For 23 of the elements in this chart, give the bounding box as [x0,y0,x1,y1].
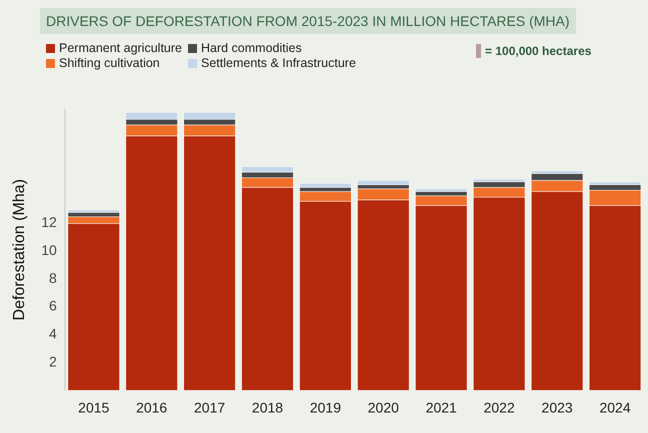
x-tick-label: 2024 [599,399,631,416]
y-tick-label: 12 [41,214,57,230]
x-tick-label: 2022 [484,399,515,416]
y-tick-label: 8 [48,270,57,286]
y-tick-label: 2 [48,353,57,370]
y-tick-label: 10 [41,242,57,258]
x-tick-label: 2021 [426,399,458,416]
y-tick-label: 6 [48,298,57,314]
x-tick-label: 2023 [542,399,573,416]
x-tick-label: 2017 [194,399,226,416]
y-tick-label: 4 [48,325,57,342]
legend-label: Shifting cultivation [59,56,160,70]
x-tick-label: 2019 [310,399,342,416]
x-tick-label: 2016 [136,399,168,416]
x-tick-label: 2018 [252,399,284,416]
x-tick-label: 2020 [368,399,400,416]
y-axis-title: Deforestation (Mha) [11,179,28,320]
legend-label: Settlements & Infrastructure [200,56,356,70]
legend-label: Hard commodities [200,41,302,55]
legend-label: Permanent agriculture [59,41,182,55]
x-tick-label: 2015 [78,399,110,416]
text: = 100,000 hectares [485,44,592,58]
chart-title: DRIVERS OF DEFORESTATION FROM 2015-2023 IN MILLION HECTARES (MHA) [40,8,576,34]
